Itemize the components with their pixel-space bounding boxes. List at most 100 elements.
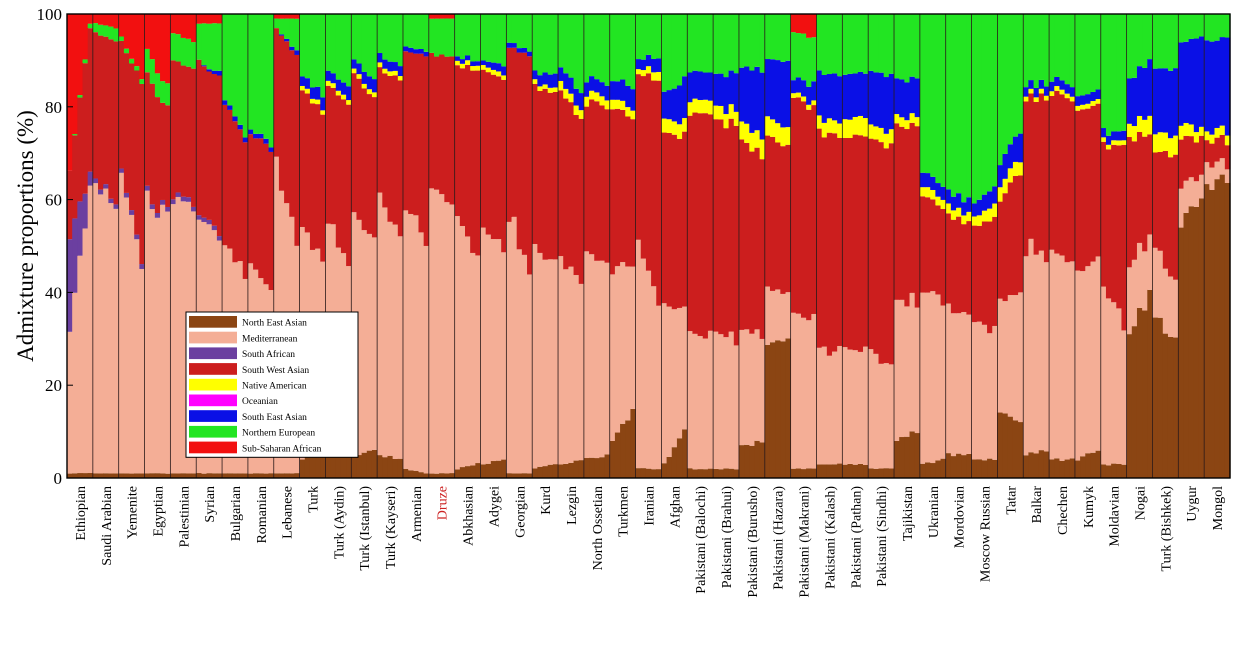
bar-segment-saudi-arabian-sub-saharan-african: [108, 14, 115, 27]
bar-segment-balkar-north-east-asian: [1043, 451, 1050, 478]
bar-segment-lebanese-south-east-asian: [284, 38, 290, 42]
bar-segment-turk-istanbul-north-east-asian: [351, 453, 358, 478]
bar-segment-nogai-northern-european: [1126, 14, 1133, 79]
bar-segment-adygei-mediterranean: [485, 234, 492, 464]
bar-segment-lezgin-native-american: [558, 80, 564, 91]
bar-segment-abkhasian-mediterranean: [465, 236, 471, 467]
bar-segment-romanian-northern-european: [263, 14, 270, 139]
bar-segment-turk-northern-european: [309, 14, 316, 88]
bar-segment-pakistani-burusho-mediterranean: [759, 338, 766, 443]
bar-segment-turk-aydin-south-west-asian: [340, 99, 347, 254]
bar-segment-chechen-north-east-asian: [1059, 460, 1066, 478]
bar-segment-kurd-south-east-asian: [537, 75, 544, 87]
bar-segment-north-ossetian-mediterranean: [583, 251, 590, 459]
bar-segment-egyptian-mediterranean: [154, 217, 161, 474]
bar-segment-nogai-mediterranean: [1126, 267, 1133, 335]
bar-segment-ukranian-mediterranean: [919, 292, 926, 464]
bar-segment-turk-aydin-northern-european: [340, 14, 347, 83]
bar-segment-tajikistan-south-west-asian: [914, 126, 921, 308]
bar-segment-turk-istanbul-native-american: [366, 89, 373, 95]
bar-segment-abkhasian-northern-european: [465, 14, 471, 56]
bar-segment-iranian-northern-european: [645, 14, 652, 55]
bar-segment-armenian-northern-european: [402, 14, 409, 47]
bar-segment-north-ossetian-mediterranean: [589, 254, 595, 458]
bar-segment-abkhasian-northern-european: [459, 14, 466, 60]
bar-segment-pakistani-balochi-mediterranean: [692, 333, 699, 470]
bar-segment-nogai-south-east-asian: [1126, 78, 1133, 124]
bar-segment-turk-south-east-asian: [299, 76, 306, 86]
bar-segment-pakistani-hazara-mediterranean: [785, 292, 792, 339]
bar-segment-pakistani-pathan-northern-european: [842, 14, 849, 75]
bar-segment-lebanese-south-west-asian: [289, 50, 296, 217]
bar-segment-moscow-russian-south-east-asian: [992, 186, 998, 204]
bar-segment-turk-bishkek-native-american: [1173, 135, 1179, 155]
bar-segment-ukranian-northern-european: [940, 14, 947, 187]
bar-segment-north-ossetian-south-east-asian: [589, 76, 595, 91]
bar-segment-turk-aydin-north-east-asian: [346, 445, 352, 478]
x-tick-label-yemenite: Yemenite: [126, 486, 141, 539]
bar-segment-turk-bishkek-native-american: [1162, 132, 1169, 151]
bar-segment-moscow-russian-south-west-asian: [992, 216, 998, 326]
bar-segment-saudi-arabian-northern-european: [108, 26, 115, 40]
bar-segment-palestinian-northern-european: [180, 37, 187, 66]
bar-segment-bulgarian-northern-european: [222, 14, 228, 101]
bar-segment-turk-kayseri-northern-european: [382, 14, 389, 60]
bar-segment-ethiopian-south-african: [87, 171, 94, 186]
bar-segment-pakistani-hazara-south-west-asian: [775, 142, 781, 290]
bar-segment-chechen-mediterranean: [1059, 255, 1066, 461]
bar-segment-chechen-north-east-asian: [1054, 458, 1061, 478]
bar-segment-lebanese-south-west-asian: [284, 41, 290, 204]
bar-segment-pakistani-brahui-mediterranean: [718, 334, 725, 470]
bar-segment-tajikistan-mediterranean: [914, 307, 921, 434]
bar-segment-iranian-mediterranean: [635, 239, 642, 469]
bar-segment-pakistani-hazara-south-west-asian: [764, 135, 771, 287]
bar-segment-mordovian-north-east-asian: [966, 453, 973, 478]
bar-segment-pakistani-pathan-mediterranean: [842, 347, 849, 465]
bar-segment-turk-bishkek-northern-european: [1152, 14, 1159, 69]
bar-segment-pakistani-sindhi-south-east-asian: [883, 77, 890, 134]
bar-segment-tajikistan-mediterranean: [904, 306, 911, 437]
bar-segment-turkmen-south-east-asian: [614, 81, 621, 100]
bar-segment-lebanese-northern-european: [289, 18, 296, 47]
bar-segment-pakistani-kalash-north-east-asian: [816, 464, 823, 478]
bar-segment-moscow-russian-northern-european: [992, 14, 998, 187]
bar-segment-north-ossetian-north-east-asian: [604, 454, 611, 478]
bar-segment-north-ossetian-south-west-asian: [589, 99, 595, 255]
bar-segment-turk-aydin-north-east-asian: [335, 451, 342, 478]
bar-segment-pakistani-pathan-south-west-asian: [847, 137, 854, 350]
bar-segment-georgian-mediterranean: [521, 254, 528, 474]
bar-segment-adygei-mediterranean: [490, 239, 497, 462]
bar-segment-yemenite-south-african: [129, 210, 135, 215]
bar-segment-pakistani-hazara-south-west-asian: [769, 136, 776, 291]
bar-segment-bulgarian-north-east-asian: [242, 473, 249, 478]
bar-segment-uygur-north-east-asian: [1183, 212, 1190, 479]
bar-segment-mongol-south-east-asian: [1204, 40, 1210, 132]
bar-segment-abkhasian-native-american: [470, 66, 476, 71]
bar-segment-turk-istanbul-south-east-asian: [366, 76, 373, 90]
bar-segment-kumyk-mediterranean: [1080, 271, 1086, 457]
bar-segment-druze-north-east-asian: [433, 473, 440, 478]
bar-segment-tatar-native-american: [1002, 178, 1009, 194]
bar-segment-saudi-arabian-south-west-asian: [113, 41, 120, 205]
bar-segment-mordovian-south-west-asian: [961, 224, 967, 312]
bar-segment-pakistani-sindhi-native-american: [883, 133, 890, 149]
bar-segment-balkar-south-west-asian: [1028, 93, 1035, 239]
bar-segment-turk-bishkek-north-east-asian: [1173, 337, 1179, 478]
bar-segment-bulgarian-south-west-asian: [242, 142, 249, 279]
bar-segment-pakistani-makrani-north-east-asian: [800, 469, 807, 478]
bar-segment-pakistani-kalash-south-west-asian: [816, 128, 823, 348]
bar-segment-iranian-native-american: [656, 71, 663, 81]
bar-segment-ukranian-north-east-asian: [925, 462, 931, 478]
bar-segment-pakistani-makrani-south-west-asian: [811, 105, 818, 314]
bar-segment-pakistani-sindhi-mediterranean: [883, 363, 890, 469]
bar-segment-nogai-south-east-asian: [1131, 77, 1138, 127]
bar-segment-georgian-northern-european: [516, 14, 523, 49]
bar-segment-turk-istanbul-south-west-asian: [356, 78, 363, 220]
bar-segment-abkhasian-northern-european: [470, 14, 476, 62]
bar-segment-pakistani-balochi-south-west-asian: [687, 115, 694, 332]
bar-segment-adygei-mediterranean: [480, 227, 487, 465]
bar-segment-moscow-russian-mediterranean: [971, 322, 978, 460]
bar-segment-syrian-south-african: [211, 225, 218, 231]
x-tick-label-pakistani-sindhi: Pakistani (Sindhi): [875, 486, 890, 587]
